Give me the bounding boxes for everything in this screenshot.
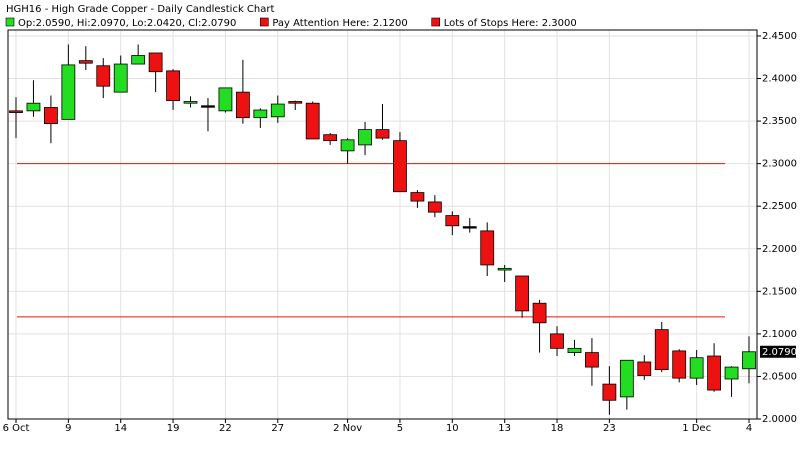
x-tick-label: 18	[551, 423, 564, 434]
candle-body	[602, 383, 617, 401]
x-tick-label: 10	[446, 423, 459, 434]
candle-body	[201, 105, 215, 108]
x-tick-label: 2 Nov	[333, 423, 362, 434]
candle-body	[515, 275, 530, 312]
x-tick-label: 27	[271, 423, 284, 434]
candle-body	[340, 139, 355, 152]
candle-body	[585, 352, 599, 368]
legend-label: Pay Attention Here: 2.1200	[272, 18, 407, 29]
candle-body	[44, 107, 58, 125]
candle-body	[619, 359, 634, 398]
chart-title: HGH16 - High Grade Copper - Daily Candle…	[6, 4, 274, 15]
candle-body	[480, 230, 495, 266]
y-tick-label: 2.1500	[762, 286, 797, 297]
y-tick-label: 2.4500	[762, 31, 797, 42]
y-tick-label: 2.4000	[762, 74, 797, 85]
candle-body	[445, 215, 460, 227]
legend-swatch	[431, 17, 441, 27]
candle-body	[235, 91, 250, 119]
x-tick-label: 14	[114, 423, 127, 434]
x-tick-label: 19	[167, 423, 180, 434]
candle-body	[183, 101, 198, 104]
candle-body	[26, 102, 41, 112]
legend-label: Lots of Stops Here: 2.3000	[444, 18, 577, 29]
y-tick-label: 2.0000	[762, 414, 797, 425]
candle-body	[288, 101, 303, 104]
y-tick-label: 2.2000	[762, 244, 797, 255]
candle-body	[724, 366, 739, 380]
candle-body	[148, 52, 163, 73]
candle-body	[9, 110, 23, 113]
candle-body	[375, 129, 390, 139]
candle-body	[742, 351, 756, 370]
y-tick-label: 2.1000	[762, 329, 797, 340]
candle-body	[462, 226, 477, 229]
x-tick-label: 4	[746, 423, 752, 434]
x-tick-label: 23	[603, 423, 616, 434]
plot-frame	[7, 29, 758, 420]
candle-body	[78, 60, 93, 64]
x-tick-label: 6 Oct	[3, 423, 30, 434]
candle-body	[393, 140, 407, 193]
candle-body	[567, 347, 582, 354]
legend-label: Op:2.0590, Hi:2.0970, Lo:2.0420, Cl:2.07…	[18, 18, 236, 29]
candle-body	[672, 350, 687, 379]
candle-body	[131, 55, 146, 65]
candle-body	[689, 357, 704, 379]
candle-body	[654, 329, 669, 371]
candle-body	[707, 355, 721, 391]
y-tick-label: 2.2500	[762, 201, 797, 212]
candle-body	[270, 103, 285, 118]
last-price-label: 2.0790	[762, 347, 797, 358]
candle-body	[113, 63, 128, 93]
y-tick-label: 2.0500	[762, 371, 797, 382]
candle-body	[410, 192, 425, 202]
candle-body	[96, 65, 111, 87]
x-tick-label: 22	[219, 423, 232, 434]
y-tick-label: 2.3000	[762, 159, 797, 170]
candle-body	[218, 87, 233, 112]
x-tick-label: 9	[65, 423, 71, 434]
candle-body	[358, 129, 372, 146]
candle-body	[323, 134, 338, 142]
candle-body	[532, 302, 547, 324]
legend-swatch	[5, 17, 15, 27]
candle-body	[497, 267, 512, 271]
x-tick-label: 1 Dec	[682, 423, 711, 434]
candle-body	[637, 361, 652, 376]
last-price-box	[760, 345, 796, 358]
legend-swatch	[260, 17, 269, 27]
candle-body	[305, 102, 320, 140]
candle-body	[427, 201, 442, 213]
candle-body	[61, 64, 76, 120]
candle-body	[253, 109, 268, 119]
x-tick-label: 13	[498, 423, 511, 434]
candle-body	[166, 70, 180, 102]
candle-body	[550, 333, 564, 349]
y-tick-label: 2.3500	[762, 116, 797, 127]
x-tick-label: 5	[397, 423, 403, 434]
